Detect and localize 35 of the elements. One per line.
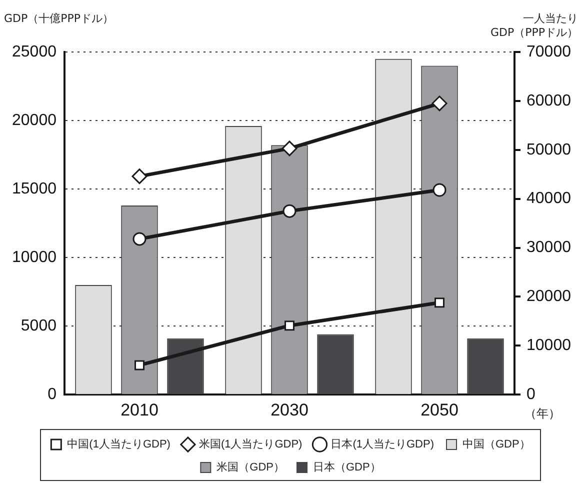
y2-tick-label: 10000 (526, 337, 572, 354)
point (282, 140, 298, 156)
y-tick-label: 25000 (12, 43, 57, 60)
legend-label: 米国（GDP） (216, 460, 285, 474)
point (432, 96, 448, 112)
y-axis-title: GDP（十億PPPドル） (4, 12, 114, 25)
y2-tick-label: 30000 (526, 239, 572, 256)
legend-label: 中国（GDP） (462, 438, 530, 451)
legend-label: 日本(1人当たりGDP) (330, 438, 434, 451)
x-tick-label: 2030 (270, 400, 308, 420)
legend-label: 米国(1人当たりGDP) (198, 438, 302, 451)
point (434, 298, 444, 308)
point (432, 183, 446, 197)
y2-tick-label: 60000 (526, 92, 572, 110)
point (282, 204, 296, 218)
y-tick-label: 15000 (12, 180, 57, 198)
y2-tick-label: 40000 (526, 190, 572, 208)
y-tick-label: 10000 (12, 248, 57, 266)
y-tick-label: 5000 (20, 317, 57, 334)
point (284, 320, 294, 331)
y2-tick-label: 70000 (526, 43, 572, 60)
point (134, 360, 144, 370)
point (132, 232, 146, 246)
legend-label: 中国(1人当たりGDP) (67, 438, 170, 451)
legend-label: 日本（GDP） (313, 460, 381, 474)
y2-tick-label: 50000 (526, 141, 572, 158)
y2-tick-label: 20000 (526, 288, 572, 306)
x-axis-title: （年） (524, 406, 561, 421)
y2-axis-title: 一人当たり GDP（PPPドル） (490, 12, 578, 39)
y-tick-label: 0 (48, 386, 57, 404)
y-tick-label: 20000 (12, 112, 57, 129)
point (132, 168, 148, 184)
x-tick-label: 2010 (120, 400, 158, 420)
y2-tick-label: 0 (526, 386, 536, 404)
x-tick-label: 2050 (420, 400, 458, 420)
